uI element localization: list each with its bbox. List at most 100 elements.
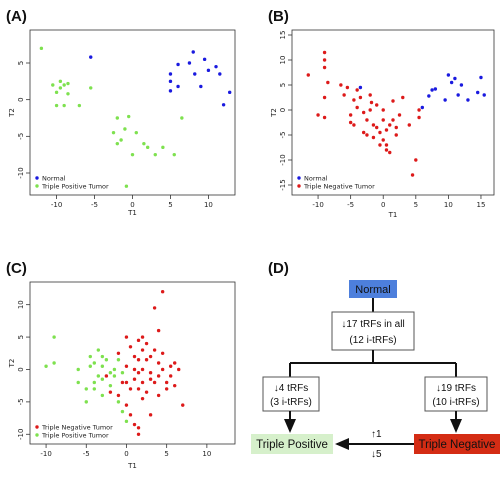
data-point bbox=[44, 364, 48, 368]
data-point bbox=[168, 364, 173, 368]
data-point bbox=[394, 133, 398, 137]
data-point bbox=[449, 80, 454, 85]
y-axis-label: T2 bbox=[8, 359, 16, 369]
data-point bbox=[397, 113, 402, 117]
data-point bbox=[66, 81, 70, 86]
x-axis-label: T1 bbox=[127, 462, 137, 470]
data-point bbox=[384, 148, 389, 152]
data-point bbox=[100, 364, 105, 368]
data-point bbox=[104, 374, 109, 378]
right-line-1: ↓19 tRFs bbox=[436, 383, 476, 394]
x-tick-label: 0 bbox=[124, 450, 128, 458]
y-tick-label: 5 bbox=[17, 61, 25, 65]
data-point bbox=[144, 358, 149, 362]
x-tick-label: 10 bbox=[204, 201, 213, 209]
data-point bbox=[227, 90, 232, 95]
data-point bbox=[384, 128, 389, 132]
data-point bbox=[108, 390, 113, 394]
data-point bbox=[152, 348, 157, 352]
data-point bbox=[371, 123, 376, 127]
x-tick-label: -10 bbox=[312, 201, 323, 209]
data-point bbox=[176, 84, 180, 89]
data-point bbox=[420, 105, 425, 110]
x-tick-label: 10 bbox=[444, 201, 453, 209]
y-tick-label: -5 bbox=[279, 132, 287, 139]
y-tick-label: 0 bbox=[17, 97, 25, 101]
data-point bbox=[124, 364, 129, 368]
data-point bbox=[365, 118, 369, 122]
data-point bbox=[191, 50, 195, 54]
data-point bbox=[140, 348, 145, 352]
data-point bbox=[100, 377, 105, 381]
data-point bbox=[136, 426, 141, 430]
data-point bbox=[316, 113, 320, 117]
data-point bbox=[140, 367, 145, 372]
data-point bbox=[322, 58, 327, 62]
data-point bbox=[62, 103, 66, 108]
data-point bbox=[116, 400, 121, 404]
legend-marker bbox=[297, 184, 301, 188]
y-tick-label: 10 bbox=[279, 56, 287, 65]
data-point bbox=[100, 393, 105, 398]
data-point bbox=[140, 380, 145, 385]
data-point bbox=[160, 367, 165, 372]
left-box bbox=[262, 376, 320, 412]
up-count-label: ↑1 bbox=[371, 429, 382, 440]
data-point bbox=[132, 367, 137, 372]
data-point bbox=[365, 133, 369, 137]
data-point bbox=[181, 403, 185, 407]
data-point bbox=[459, 83, 464, 87]
data-point bbox=[466, 98, 470, 102]
data-point bbox=[187, 61, 192, 65]
y-tick-label: -15 bbox=[279, 179, 287, 190]
y-tick-label: -10 bbox=[279, 154, 287, 165]
y-tick-label: -5 bbox=[17, 133, 25, 140]
y-tick-label: -5 bbox=[17, 398, 25, 405]
data-point bbox=[339, 83, 343, 87]
legend-marker bbox=[35, 425, 39, 429]
data-point bbox=[401, 95, 405, 100]
data-point bbox=[177, 367, 181, 372]
data-point bbox=[361, 110, 366, 115]
data-point bbox=[214, 64, 218, 69]
data-point bbox=[410, 173, 415, 177]
data-point bbox=[381, 138, 385, 142]
data-point bbox=[96, 348, 101, 352]
data-point bbox=[145, 145, 150, 150]
data-point bbox=[124, 419, 129, 424]
plot-frame bbox=[29, 281, 236, 445]
data-point bbox=[124, 184, 129, 188]
data-point bbox=[88, 364, 92, 368]
data-point bbox=[96, 374, 101, 378]
data-point bbox=[148, 371, 153, 375]
x-tick-label: -5 bbox=[91, 201, 98, 209]
data-point bbox=[322, 65, 327, 70]
data-point bbox=[345, 85, 350, 90]
data-point bbox=[58, 79, 63, 84]
data-point bbox=[76, 367, 80, 372]
legend-marker bbox=[35, 184, 39, 188]
plot-frame bbox=[291, 29, 495, 196]
data-point bbox=[152, 306, 157, 310]
data-point bbox=[130, 152, 135, 157]
data-point bbox=[221, 103, 226, 107]
data-point bbox=[111, 130, 116, 135]
data-point bbox=[112, 374, 117, 378]
triple-negative-label: Triple Negative bbox=[419, 439, 496, 451]
data-point bbox=[156, 393, 161, 398]
data-point bbox=[388, 150, 392, 155]
data-point bbox=[144, 390, 149, 394]
data-point bbox=[89, 86, 93, 90]
data-point bbox=[136, 387, 141, 391]
x-tick-label: 15 bbox=[477, 201, 486, 209]
panel-label-b: (B) bbox=[268, 8, 289, 25]
data-point bbox=[132, 377, 137, 381]
data-point bbox=[476, 90, 480, 95]
data-point bbox=[136, 358, 141, 362]
panel-label-a: (A) bbox=[6, 8, 27, 25]
data-point bbox=[381, 118, 385, 122]
data-point bbox=[352, 123, 356, 127]
data-point bbox=[348, 113, 353, 117]
data-point bbox=[153, 152, 157, 157]
